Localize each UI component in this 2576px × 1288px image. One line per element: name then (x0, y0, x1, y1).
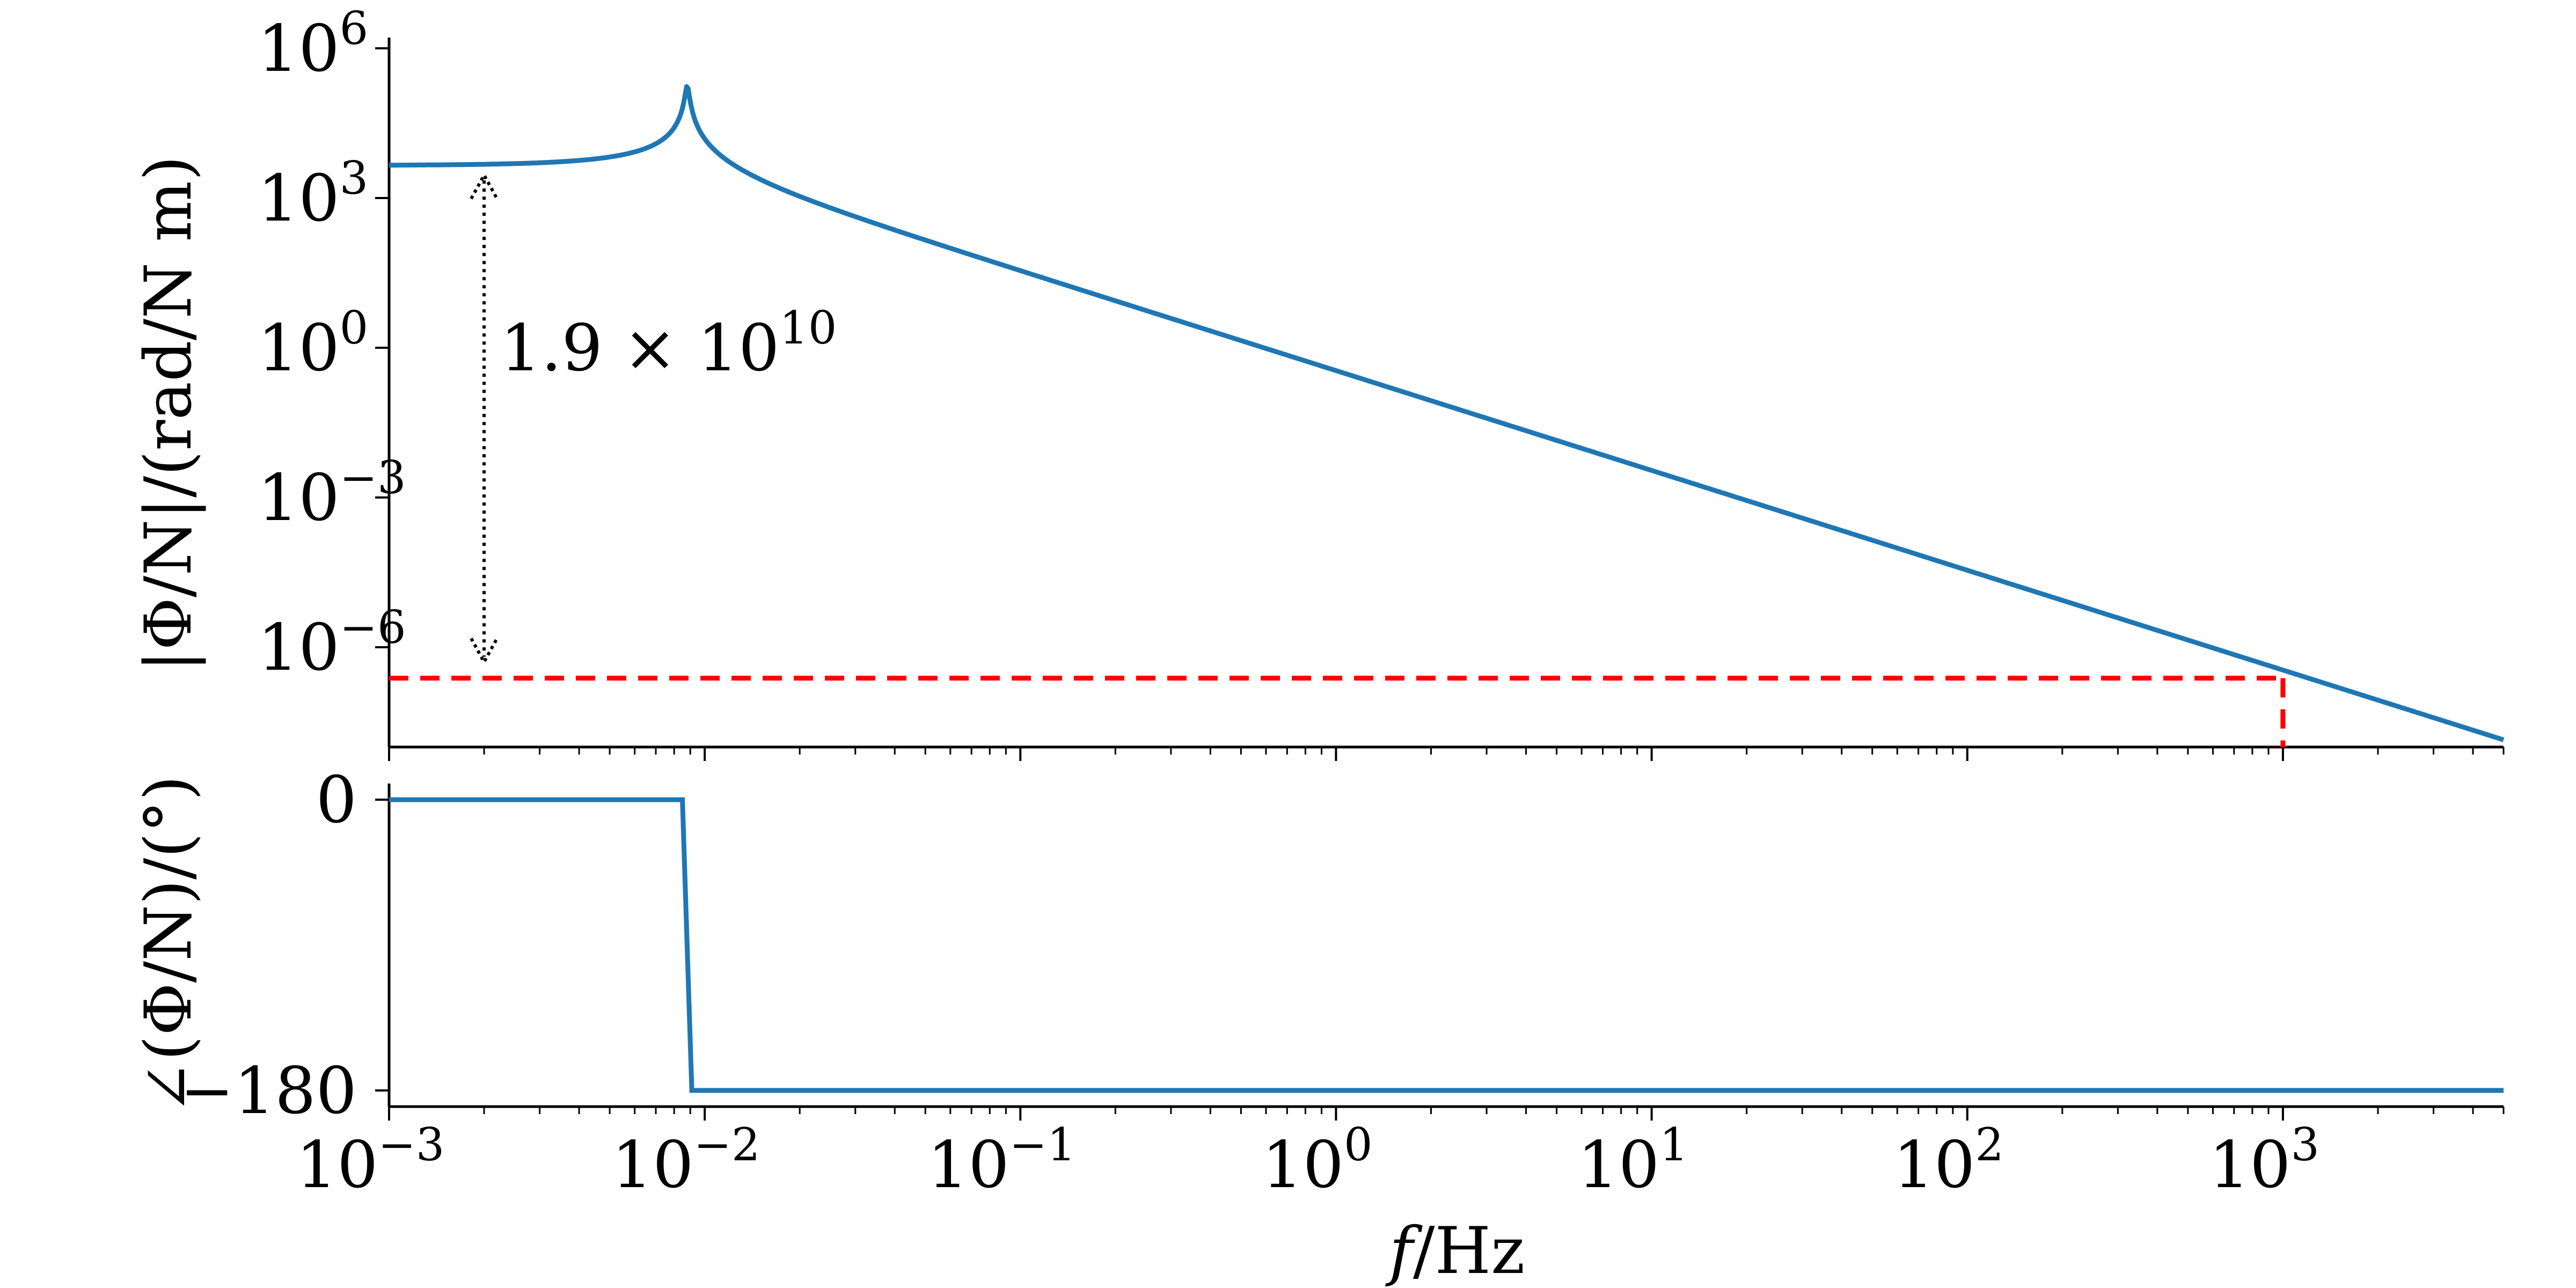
magnitude-panel: 106 103 100 10−3 10−6 1.9 × 1010 (258, 2, 2505, 761)
magnitude-y-tick-label: 10−6 (258, 601, 406, 685)
phase-x-tick-label: 101 (1578, 1118, 1688, 1203)
magnitude-y-tick-label: 10−3 (258, 451, 406, 536)
phase-x-tick-label: 102 (1893, 1118, 2004, 1203)
annotation-arrow-head-top (470, 171, 499, 200)
phase-series-line (389, 797, 2504, 1093)
axis-labels: |Φ/N|/(rad/N m) ∠(Φ/N)/(°) f/Hz (131, 156, 1525, 1288)
phase-y-tick-label: 0 (316, 763, 357, 838)
phase-panel: 10−3 10−2 10−1 100 101 102 103 0 −180 (180, 763, 2505, 1203)
phase-x-tick-label: 10−2 (612, 1118, 760, 1203)
phase-y-tick-label: −180 (180, 1054, 357, 1129)
magnitude-y-tick-label: 103 (258, 152, 368, 236)
annotation-text: 1.9 × 1010 (500, 302, 837, 386)
magnitude-y-tick-label: 106 (258, 2, 368, 86)
phase-x-tick-label: 10−3 (296, 1118, 445, 1203)
phase-x-tick-label: 100 (1262, 1118, 1372, 1203)
phase-x-tick-label: 103 (2209, 1118, 2319, 1203)
phase-x-tick-label: 10−1 (927, 1118, 1076, 1203)
x-axis-label: f/Hz (1385, 1214, 1525, 1288)
magnitude-y-tick-label: 100 (258, 302, 368, 386)
magnitude-series-line (388, 84, 2505, 742)
magnitude-y-axis-label: |Φ/N|/(rad/N m) (131, 156, 206, 672)
annotation-arrow-head-bottom (470, 638, 499, 665)
phase-y-axis-label: ∠(Φ/N)/(°) (131, 775, 206, 1115)
